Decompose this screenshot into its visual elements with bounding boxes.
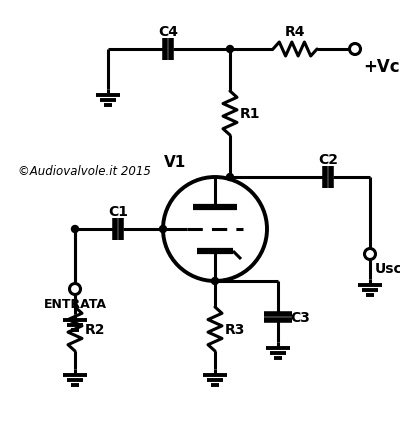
Circle shape xyxy=(350,44,360,55)
Circle shape xyxy=(212,278,218,285)
Text: V1: V1 xyxy=(164,155,186,170)
Text: +Vcc: +Vcc xyxy=(363,58,400,76)
Text: ©Audiovalvole.it 2015: ©Audiovalvole.it 2015 xyxy=(18,164,151,178)
Text: R4: R4 xyxy=(285,25,305,39)
Circle shape xyxy=(72,226,78,233)
Text: R1: R1 xyxy=(240,107,260,121)
Text: R2: R2 xyxy=(85,322,106,336)
Circle shape xyxy=(364,249,376,260)
Circle shape xyxy=(226,174,234,181)
Text: C2: C2 xyxy=(318,153,338,167)
Circle shape xyxy=(160,226,166,233)
Text: ENTRATA: ENTRATA xyxy=(44,297,106,310)
Circle shape xyxy=(226,46,234,53)
Text: Uscita: Uscita xyxy=(375,262,400,275)
Text: C3: C3 xyxy=(290,310,310,324)
Text: R3: R3 xyxy=(225,322,245,336)
Text: C4: C4 xyxy=(158,25,178,39)
Circle shape xyxy=(70,284,80,295)
Text: C1: C1 xyxy=(108,204,128,219)
